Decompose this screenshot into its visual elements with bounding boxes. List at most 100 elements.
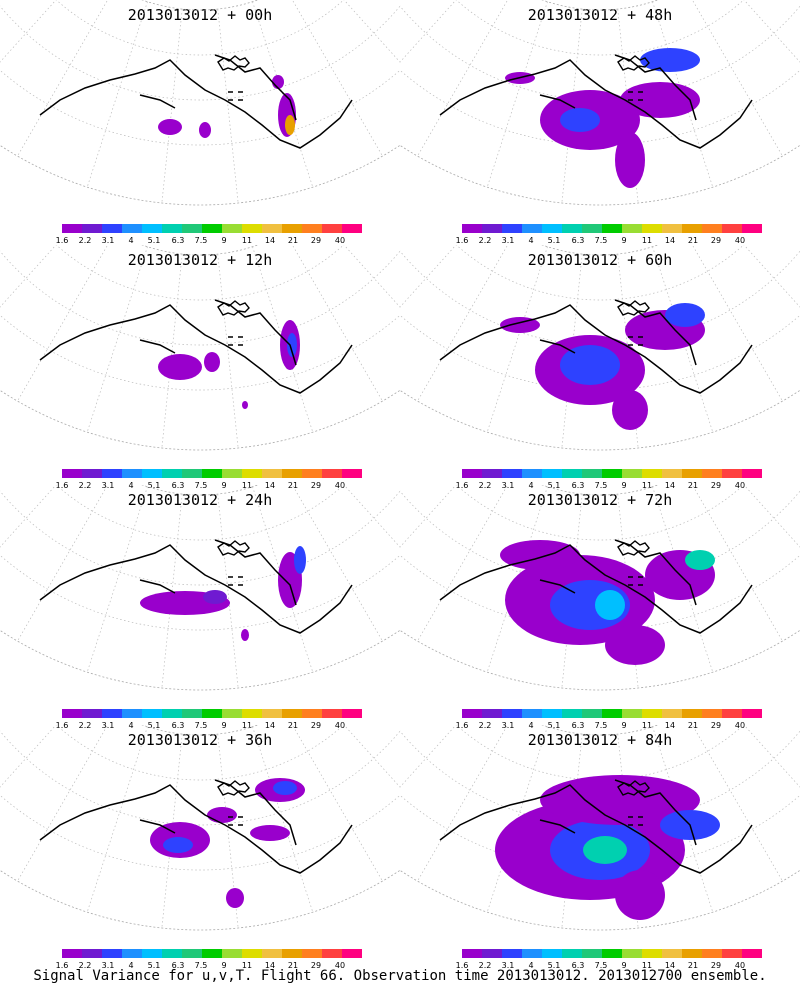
colorbar-swatch (562, 949, 582, 958)
colorbar-swatch (542, 949, 562, 958)
colorbar-tick-label: 4 (128, 481, 134, 490)
colorbar-swatch (322, 709, 342, 718)
variance-region (158, 119, 182, 135)
variance-region (665, 303, 705, 327)
colorbar-tick-label: 40 (734, 481, 746, 490)
longitude-line (400, 245, 457, 308)
colorbar-tick-label: 2.2 (478, 961, 492, 970)
colorbar-labels: 1.6 2.2 3.1 4 5.1 6.3 7.5 9 11 14 21 29 40 (0, 481, 400, 493)
colorbar-swatch (702, 949, 722, 958)
colorbar-swatch (742, 224, 762, 233)
colorbar-tick-label: 29 (310, 236, 322, 245)
colorbar-tick-label: 1.6 (455, 961, 469, 970)
colorbar-tick-label: 1.6 (455, 236, 469, 245)
map-boundary (0, 0, 400, 206)
latitude-line (0, 69, 400, 146)
colorbar-tick-label: 1.6 (55, 961, 69, 970)
variance-region (272, 75, 284, 89)
colorbar-tick-label: 9 (221, 236, 227, 245)
longitude-line (217, 734, 239, 929)
colorbar-tick-label: 4 (528, 481, 534, 490)
colorbar-swatch (142, 709, 162, 718)
colorbar-tick-label: 1.6 (55, 481, 69, 490)
longitude-line (86, 1, 148, 188)
colorbar-swatch (342, 949, 362, 958)
latitude-line (455, 0, 745, 56)
colorbar-swatch (342, 224, 362, 233)
colorbar-swatch (622, 709, 642, 718)
map-boundary (0, 245, 400, 451)
longitude-line (343, 725, 400, 788)
colorbar-tick-label: 2.2 (78, 721, 92, 730)
colorbar-swatch (102, 709, 122, 718)
arctic-islands (217, 540, 250, 586)
colorbar-tick-label: 1.6 (455, 481, 469, 490)
variance-region (615, 132, 645, 188)
colorbar-swatch (542, 224, 562, 233)
colorbar-swatch (302, 709, 322, 718)
colorbar-labels: 1.6 2.2 3.1 4 5.1 6.3 7.5 9 11 14 21 29 40 (400, 481, 800, 493)
colorbar-tick-label: 40 (334, 961, 346, 970)
variance-region (203, 590, 227, 604)
colorbar-swatch (722, 949, 742, 958)
colorbar-tick-label: 7.5 (594, 236, 608, 245)
variance-region (158, 354, 202, 380)
colorbar-swatch (482, 224, 502, 233)
colorbar-tick-label: 11 (241, 236, 253, 245)
colorbar-tick-label: 11 (641, 721, 653, 730)
longitude-line (652, 246, 714, 433)
colorbar-swatch (62, 709, 82, 718)
colorbar-swatch (102, 469, 122, 478)
variance-region (273, 781, 297, 795)
longitude-line (486, 246, 548, 433)
map-panel-p12: 2013013012 + 12h 1.6 2.2 3.1 4 5.1 6.3 7.5 9 11 14… (0, 245, 400, 490)
colorbar-swatch (62, 949, 82, 958)
polar-map (0, 245, 400, 451)
coastline (39, 299, 353, 394)
colorbar-tick-label: 2.2 (78, 961, 92, 970)
colorbar-tick-label: 40 (734, 961, 746, 970)
colorbar-swatch (602, 949, 622, 958)
colorbar-swatch (222, 469, 242, 478)
colorbar-swatch (622, 469, 642, 478)
colorbar-swatch (182, 949, 202, 958)
colorbar-tick-label: 21 (287, 481, 299, 490)
longitude-line (691, 725, 783, 882)
longitude-line (652, 726, 714, 913)
colorbar-tick-label: 40 (334, 481, 346, 490)
colorbar-tick-label: 14 (264, 236, 276, 245)
colorbar-swatch (322, 469, 342, 478)
colorbar-labels: 1.6 2.2 3.1 4 5.1 6.3 7.5 9 11 14 21 29 40 (0, 961, 400, 973)
colorbar-swatch (202, 224, 222, 233)
colorbar-swatch (602, 224, 622, 233)
colorbar-tick-label: 11 (641, 236, 653, 245)
colorbar-swatch (82, 224, 102, 233)
panel-title: 2013013012 + 36h (127, 731, 273, 749)
colorbar-swatch (262, 709, 282, 718)
colorbar-tick-label: 21 (287, 721, 299, 730)
longitude-line (417, 245, 509, 402)
colorbar (62, 469, 362, 478)
colorbar-swatch (682, 224, 702, 233)
longitude-line (291, 485, 383, 642)
latitude-line (55, 485, 345, 541)
panel-title: 2013013012 + 60h (527, 251, 673, 269)
longitude-line (486, 486, 548, 673)
colorbar (462, 224, 762, 233)
colorbar-swatch (62, 469, 82, 478)
colorbar-tick-label: 3.1 (501, 481, 515, 490)
colorbar-swatch (282, 949, 302, 958)
colorbar-tick-label: 6.3 (171, 481, 185, 490)
colorbar-tick-label: 21 (687, 236, 699, 245)
colorbar-tick-label: 1.6 (55, 236, 69, 245)
longitude-line (86, 486, 148, 673)
longitude-line (0, 245, 57, 308)
map-panel-p36: 2013013012 + 36h 1.6 2.2 3.1 4 5.1 6.3 7.5 9 11 14… (0, 725, 400, 970)
colorbar-swatch (642, 469, 662, 478)
map-panel-p48: 2013013012 + 48h 1.6 2.2 3.1 4 5.1 6.3 7.5 9 11 14… (400, 0, 800, 245)
variance-region (595, 590, 625, 620)
colorbar-tick-label: 7.5 (594, 481, 608, 490)
colorbar-swatch (222, 949, 242, 958)
polar-map (400, 725, 800, 931)
latitude-line (55, 725, 345, 781)
